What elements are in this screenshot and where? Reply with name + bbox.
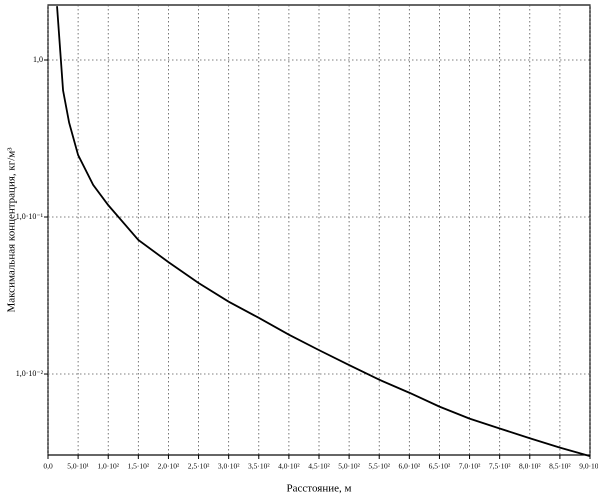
- x-tick-label: 3,5·10²: [248, 462, 270, 471]
- x-tick-label: 4,0·10²: [278, 462, 300, 471]
- y-axis-title: Максимальная концентрация, кг/м³: [6, 147, 18, 313]
- y-tick-label: 1,0: [33, 55, 43, 64]
- x-tick-label: 7,0·10²: [459, 462, 481, 471]
- x-tick-label: 5,5·10²: [368, 462, 390, 471]
- x-tick-label: 2,5·10²: [188, 462, 210, 471]
- x-tick-label: 5,0·10¹: [67, 462, 89, 471]
- y-tick-label: 1,0·10⁻¹: [16, 212, 44, 221]
- x-tick-label: 8,0·10²: [519, 462, 541, 471]
- x-tick-label: 8,5·10²: [549, 462, 571, 471]
- x-tick-label: 9,0·10²: [579, 462, 598, 471]
- x-tick-label: 5,0·10²: [338, 462, 360, 471]
- x-tick-label: 2,0·10²: [158, 462, 180, 471]
- line-series: [56, 6, 591, 457]
- x-tick-label: 4,5·10²: [308, 462, 330, 471]
- x-tick-label: 3,0·10²: [218, 462, 240, 471]
- x-tick-label: 0,0: [43, 462, 53, 471]
- x-tick-label: 1,0·10²: [97, 462, 119, 471]
- x-tick-label: 6,5·10²: [429, 462, 451, 471]
- x-axis-title: Расстояние, м: [287, 483, 352, 495]
- x-tick-label: 1,5·10²: [128, 462, 150, 471]
- y-tick-label: 1,0·10⁻²: [16, 369, 44, 378]
- x-tick-label: 6,0·10²: [399, 462, 421, 471]
- x-tick-label: 7,5·10²: [489, 462, 511, 471]
